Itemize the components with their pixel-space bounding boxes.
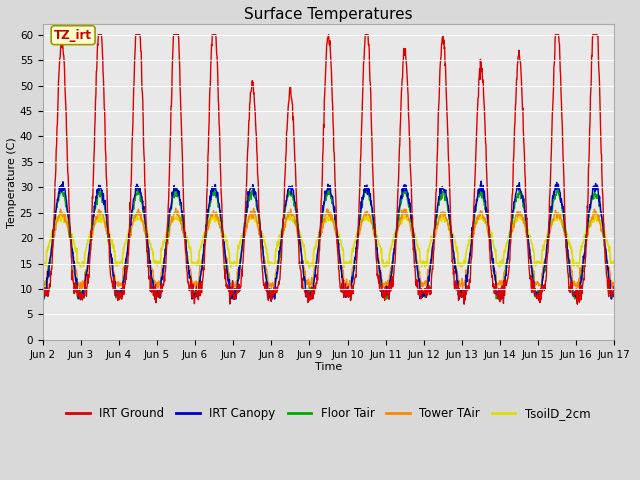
TsoilD_2cm — [152, 261, 160, 266]
Y-axis label: Temperature (C): Temperature (C) — [7, 137, 17, 228]
Title: Surface Temperatures: Surface Temperatures — [244, 7, 413, 22]
Floor Tair — [39, 296, 47, 302]
IRT Ground — [39, 289, 47, 295]
Tower TAir — [493, 283, 500, 288]
X-axis label: Time: Time — [315, 362, 342, 372]
Tower TAir — [543, 246, 551, 252]
Floor Tair — [417, 295, 425, 300]
Tower TAir — [152, 281, 160, 287]
TsoilD_2cm — [543, 234, 551, 240]
IRT Canopy — [78, 296, 86, 302]
IRT Canopy — [493, 288, 500, 294]
Line: TsoilD_2cm: TsoilD_2cm — [43, 214, 614, 268]
TsoilD_2cm — [418, 260, 426, 265]
Tower TAir — [250, 205, 257, 211]
IRT Ground — [418, 291, 426, 297]
Floor Tair — [492, 296, 500, 301]
IRT Ground — [166, 139, 174, 144]
IRT Canopy — [611, 292, 618, 298]
Tower TAir — [166, 223, 174, 229]
IRT Ground — [493, 291, 500, 297]
TsoilD_2cm — [340, 265, 348, 271]
Floor Tair — [543, 247, 550, 253]
Tower TAir — [157, 287, 164, 292]
IRT Canopy — [477, 178, 485, 184]
IRT Ground — [543, 254, 551, 260]
Tower TAir — [39, 281, 47, 287]
Line: Tower TAir: Tower TAir — [43, 208, 614, 289]
Floor Tair — [230, 295, 237, 301]
IRT Ground — [611, 288, 618, 294]
TsoilD_2cm — [493, 261, 500, 267]
Line: IRT Canopy: IRT Canopy — [43, 181, 614, 299]
Tower TAir — [418, 279, 426, 285]
IRT Canopy — [543, 245, 551, 251]
IRT Canopy — [230, 294, 238, 300]
Text: TZ_irt: TZ_irt — [54, 29, 92, 42]
Tower TAir — [611, 279, 618, 285]
TsoilD_2cm — [58, 211, 66, 216]
IRT Canopy — [166, 205, 174, 211]
Line: IRT Ground: IRT Ground — [43, 35, 614, 304]
Floor Tair — [152, 296, 160, 301]
IRT Canopy — [39, 289, 47, 295]
TsoilD_2cm — [611, 263, 618, 269]
Line: Floor Tair: Floor Tair — [43, 184, 614, 299]
IRT Ground — [95, 32, 102, 37]
TsoilD_2cm — [166, 221, 174, 227]
Floor Tair — [611, 292, 618, 298]
Legend: IRT Ground, IRT Canopy, Floor Tair, Tower TAir, TsoilD_2cm: IRT Ground, IRT Canopy, Floor Tair, Towe… — [61, 402, 595, 425]
IRT Canopy — [152, 292, 160, 298]
IRT Ground — [230, 297, 238, 302]
Tower TAir — [230, 284, 238, 289]
Floor Tair — [477, 181, 484, 187]
TsoilD_2cm — [39, 261, 47, 266]
TsoilD_2cm — [230, 259, 238, 264]
IRT Ground — [460, 301, 468, 307]
Floor Tair — [166, 214, 173, 219]
IRT Ground — [152, 292, 160, 298]
IRT Canopy — [418, 291, 426, 297]
